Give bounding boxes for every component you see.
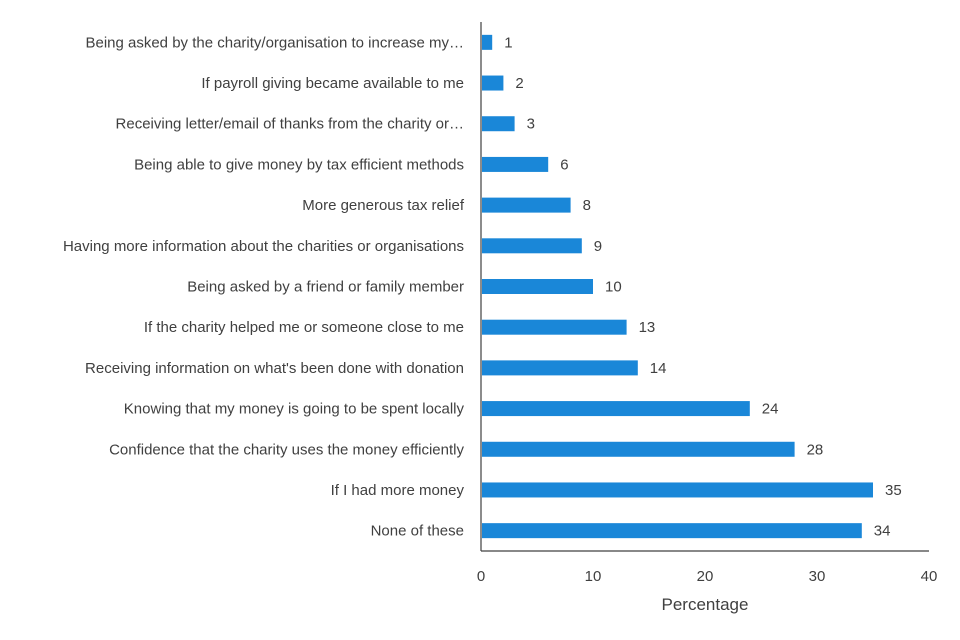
category-label: Being asked by the charity/organisation … [85, 34, 464, 51]
bar [482, 523, 862, 539]
category-label: Having more information about the charit… [63, 238, 464, 255]
bar [482, 238, 582, 254]
value-label: 35 [885, 482, 902, 499]
value-label: 28 [807, 441, 824, 458]
category-label: Being able to give money by tax efficien… [134, 156, 464, 173]
bar [482, 156, 549, 172]
value-label: 13 [639, 319, 656, 336]
bar [482, 360, 638, 376]
category-label: None of these [371, 523, 464, 540]
value-label: 2 [515, 75, 523, 92]
x-tick-label: 40 [921, 568, 938, 585]
value-label: 34 [874, 523, 891, 540]
bar [482, 279, 593, 294]
bar [482, 75, 504, 91]
bar [482, 116, 515, 132]
category-label: If the charity helped me or someone clos… [144, 319, 464, 336]
value-label: 3 [527, 116, 535, 133]
category-label: If payroll giving became available to me [201, 75, 464, 92]
bar [482, 441, 795, 457]
category-label: More generous tax relief [302, 197, 465, 214]
bar [482, 319, 627, 335]
value-label-group: 1 2 3 6 8 9 10 13 14 24 28 35 34 [504, 34, 901, 539]
category-label: Knowing that my money is going to be spe… [124, 401, 465, 418]
value-label: 8 [583, 197, 591, 214]
category-label: Confidence that the charity uses the mon… [109, 441, 464, 458]
value-label: 24 [762, 401, 779, 418]
category-label: Receiving information on what's been don… [85, 360, 464, 377]
bar [482, 401, 750, 417]
x-tick-label-group: 0 10 20 30 40 [477, 568, 938, 585]
bar-group [482, 34, 873, 539]
x-tick-label: 20 [697, 568, 714, 585]
bar [482, 482, 873, 498]
value-label: 1 [504, 34, 512, 51]
x-tick-label: 10 [585, 568, 602, 585]
bar [482, 197, 571, 213]
value-label: 9 [594, 238, 602, 255]
value-label: 10 [605, 279, 622, 296]
category-label: Being asked by a friend or family member [187, 279, 464, 296]
x-tick-label: 30 [809, 568, 826, 585]
value-label: 14 [650, 360, 667, 377]
category-label: Receiving letter/email of thanks from th… [116, 116, 464, 133]
value-label: 6 [560, 156, 568, 173]
category-label: If I had more money [331, 482, 465, 499]
category-label-group: Being asked by the charity/organisation … [63, 34, 465, 539]
bar [482, 34, 493, 50]
x-axis-title: Percentage [662, 595, 749, 614]
x-tick-label: 0 [477, 568, 485, 585]
